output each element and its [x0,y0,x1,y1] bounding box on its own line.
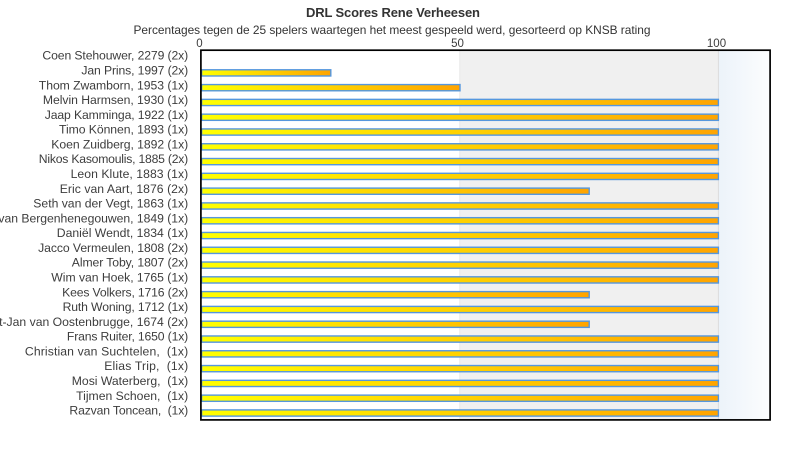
svg-text:van Bergenhenegouwen, 1849 (1x: van Bergenhenegouwen, 1849 (1x) [0,211,188,225]
svg-text:Percentages tegen de 25 speler: Percentages tegen de 25 spelers waartege… [134,23,651,37]
svg-text:Seth van der Vegt, 1863 (1x): Seth van der Vegt, 1863 (1x) [33,197,188,211]
svg-text:DRL Scores Rene Verheesen: DRL Scores Rene Verheesen [306,5,480,20]
svg-text:0: 0 [196,38,202,50]
svg-text:Koen Zuidberg, 1892 (1x): Koen Zuidberg, 1892 (1x) [51,137,188,151]
svg-text:Mosi Waterberg, (1x): Mosi Waterberg, (1x) [72,374,188,388]
svg-text:Jaap Kamminga, 1922 (1x): Jaap Kamminga, 1922 (1x) [45,108,188,122]
svg-text:50: 50 [451,38,464,50]
svg-text:t-Jan van Oostenbrugge, 1674 (: t-Jan van Oostenbrugge, 1674 (2x) [0,315,188,329]
svg-text:Melvin Harmsen, 1930 (1x): Melvin Harmsen, 1930 (1x) [43,93,188,107]
svg-text:100: 100 [707,38,726,50]
svg-text:Frans Ruiter, 1650 (1x): Frans Ruiter, 1650 (1x) [67,330,188,344]
svg-text:Tijmen Schoen, (1x): Tijmen Schoen, (1x) [76,389,188,403]
svg-text:Eric van Aart, 1876 (2x): Eric van Aart, 1876 (2x) [60,182,189,196]
svg-text:Nikos Kasomoulis, 1885 (2x): Nikos Kasomoulis, 1885 (2x) [39,152,188,166]
svg-text:Jacco Vermeulen, 1808 (2x): Jacco Vermeulen, 1808 (2x) [38,241,188,255]
svg-text:Timo Können, 1893 (1x): Timo Können, 1893 (1x) [59,123,188,137]
svg-text:Almer Toby, 1807 (2x): Almer Toby, 1807 (2x) [72,256,188,270]
svg-text:Jan Prins, 1997 (2x): Jan Prins, 1997 (2x) [81,63,188,77]
svg-text:Daniël Wendt, 1834 (1x): Daniël Wendt, 1834 (1x) [57,226,188,240]
svg-text:Thom Zwamborn, 1953 (1x): Thom Zwamborn, 1953 (1x) [39,78,188,92]
svg-text:Coen Stehouwer, 2279 (2x): Coen Stehouwer, 2279 (2x) [42,49,188,63]
svg-text:Wim van Hoek, 1765 (1x): Wim van Hoek, 1765 (1x) [51,271,188,285]
svg-text:Razvan Toncean, (1x): Razvan Toncean, (1x) [69,404,188,418]
svg-text:Kees Volkers, 1716 (2x): Kees Volkers, 1716 (2x) [62,285,188,299]
svg-text:Ruth Woning, 1712 (1x): Ruth Woning, 1712 (1x) [63,300,189,314]
svg-text:Leon Klute, 1883 (1x): Leon Klute, 1883 (1x) [71,167,189,181]
svg-text:Christian van Suchtelen, (1x): Christian van Suchtelen, (1x) [25,344,188,358]
svg-text:Elias Trip, (1x): Elias Trip, (1x) [104,359,188,373]
